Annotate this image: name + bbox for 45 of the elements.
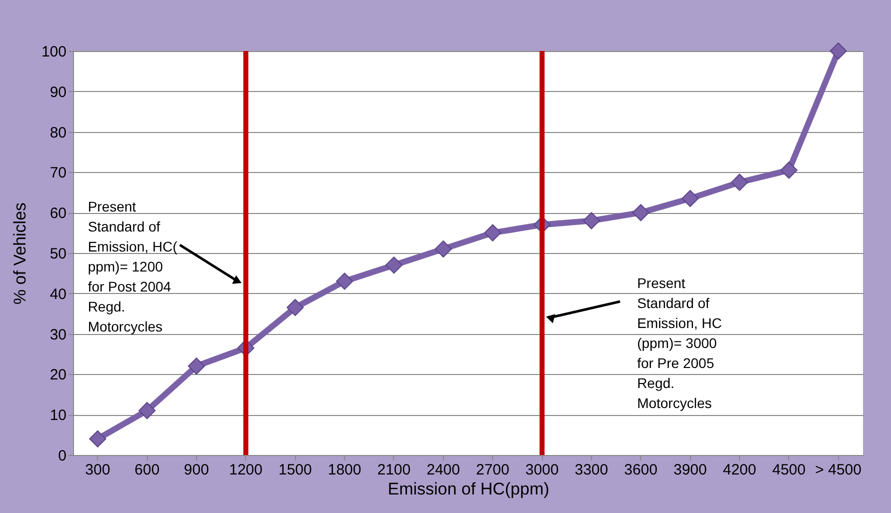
y-axis-title: % of Vehicles — [10, 202, 30, 305]
y-tick-label: 30 — [50, 326, 66, 344]
x-tick-label: 4200 — [722, 462, 756, 478]
x-tick-label: 1200 — [229, 462, 262, 478]
y-tick-label: 20 — [50, 366, 66, 384]
point — [138, 402, 156, 420]
y-tick-label: 100 — [41, 44, 66, 60]
point — [780, 162, 798, 179]
x-tick-label: 900 — [184, 462, 209, 478]
x-tick-label: 2400 — [426, 462, 460, 478]
x-tick-label: 2700 — [476, 462, 510, 478]
x-tick-label: > 4500 — [815, 462, 862, 478]
point — [484, 224, 502, 242]
x-tick-label: 3600 — [624, 462, 658, 478]
x-tick-label: 4500 — [772, 462, 806, 478]
annotation: Present Standard of Emission, HC( ppm)= 1200 for Post 2004 Regd. Motorcycles — [88, 198, 178, 334]
point — [286, 298, 304, 316]
y-tick-label: 90 — [50, 84, 66, 101]
point — [682, 190, 699, 208]
point — [434, 240, 452, 258]
y-tick-label: 40 — [50, 286, 66, 303]
y-tick-label: 60 — [50, 205, 66, 222]
point — [582, 212, 600, 230]
annotation: Present Standard of Emission, HC (ppm)= 3000 for Pre 2005 Regd. Motorcycles — [637, 275, 722, 412]
y-tick-label: 80 — [50, 124, 66, 142]
x-axis-title: Emission of HC(ppm) — [388, 480, 550, 498]
y-tick-label: 0 — [58, 448, 66, 464]
x-tick-label: 600 — [134, 462, 160, 478]
y-tick-label: 50 — [50, 246, 66, 262]
x-tick-label: 2100 — [377, 462, 411, 478]
point — [89, 430, 106, 448]
point — [385, 256, 402, 274]
point — [830, 42, 847, 60]
point — [731, 174, 748, 191]
x-tick-label: 3900 — [674, 462, 707, 478]
x-tick-label: 1800 — [328, 462, 362, 478]
x-tick-label: 3300 — [574, 462, 608, 478]
point — [336, 272, 354, 290]
point — [632, 204, 650, 222]
y-tick-label: 70 — [50, 164, 66, 182]
x-tick-label: 300 — [85, 462, 110, 478]
x-tick-label: 3000 — [525, 462, 559, 478]
y-tick-label: 10 — [50, 407, 66, 424]
x-tick-label: 1500 — [278, 462, 312, 478]
point — [188, 358, 205, 375]
